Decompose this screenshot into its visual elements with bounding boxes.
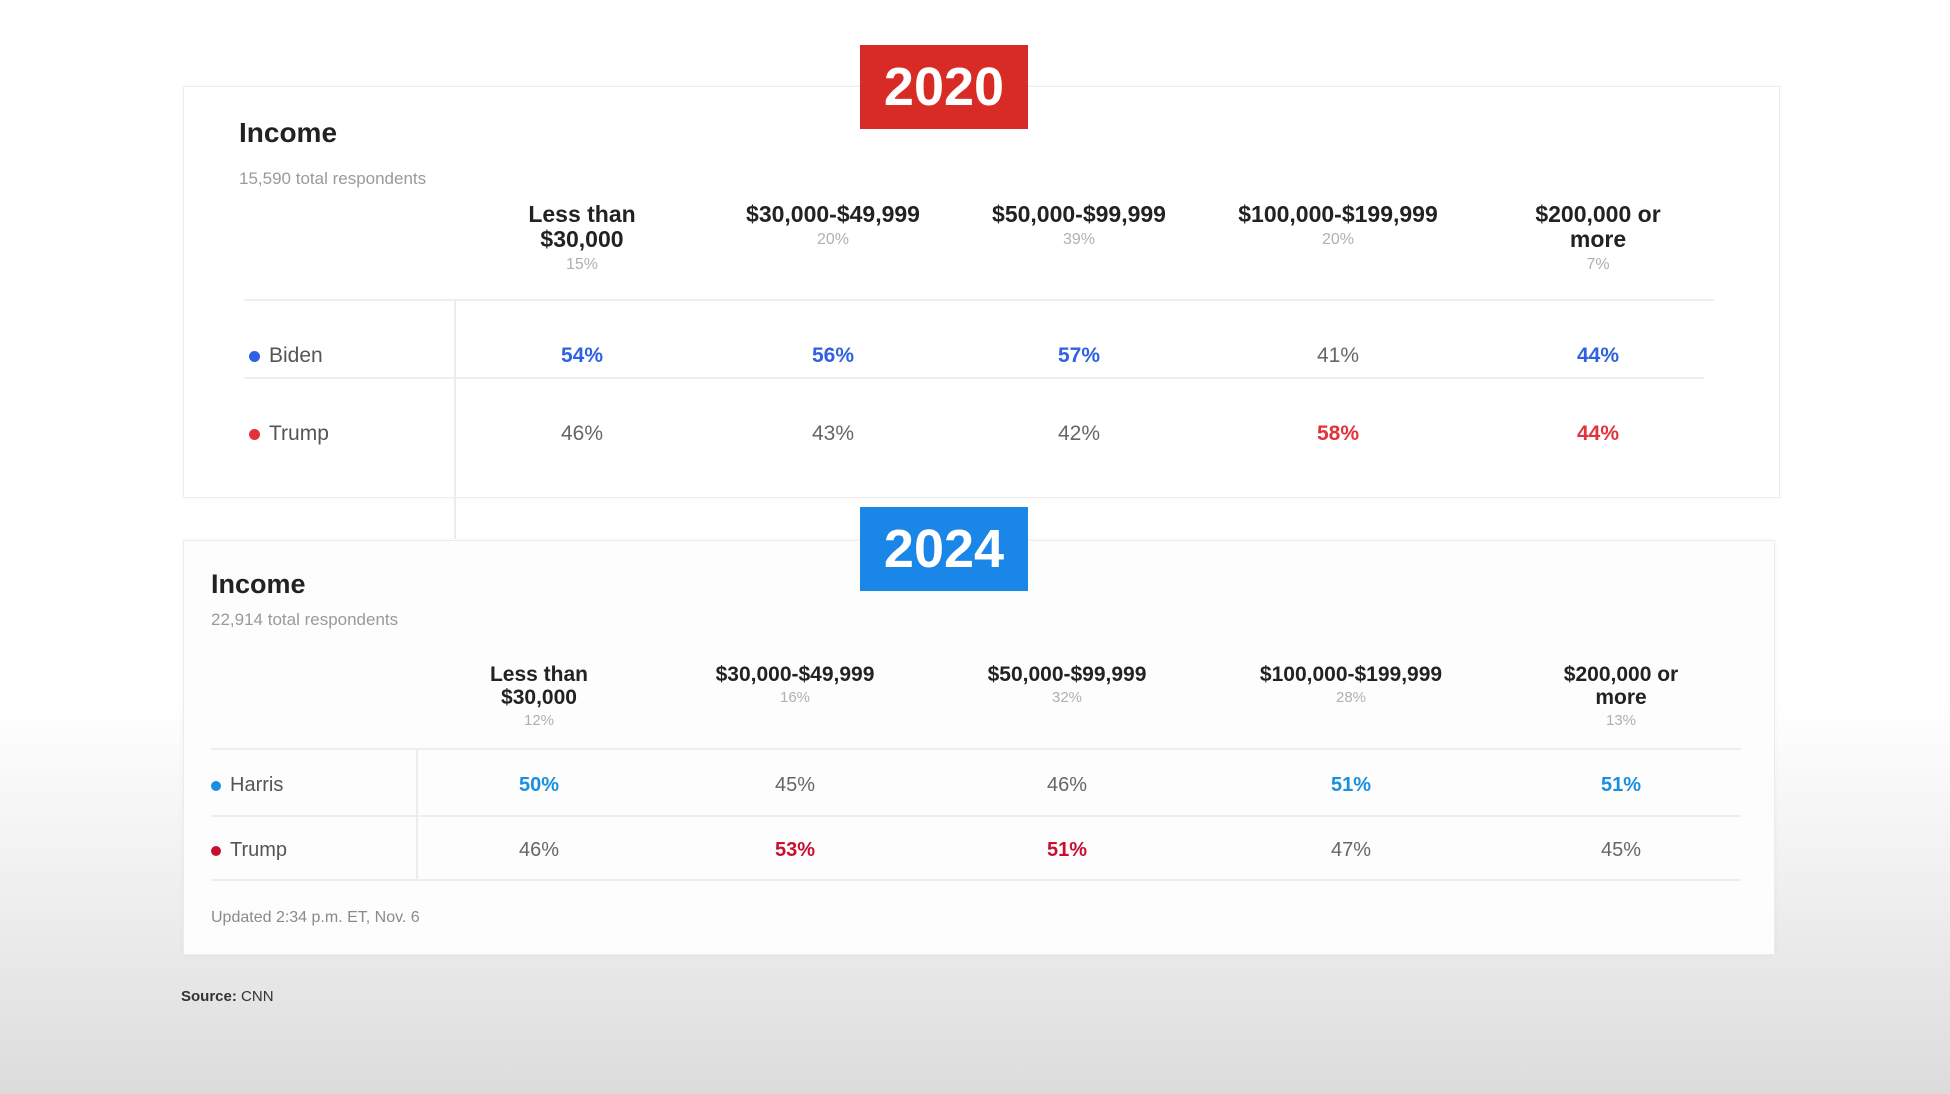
table-2020-column-header: $200,000 or more 7%	[1473, 202, 1723, 277]
vote-share-cell: 41%	[1316, 344, 1360, 368]
table-2020-column-header: $30,000-$49,999 20%	[708, 202, 958, 252]
income-bracket-label: Less than $30,000	[489, 663, 589, 709]
vote-share-cell: 44%	[1576, 344, 1620, 368]
year-badge-2020: 2020	[860, 45, 1028, 129]
vote-share-cell: 51%	[1046, 839, 1088, 861]
table-2024-row-divider	[211, 815, 1741, 817]
candidate-name: Trump	[230, 839, 288, 861]
table-2020-label-divider	[454, 299, 456, 539]
bracket-share: 39%	[1062, 231, 1096, 248]
income-bracket-label: $200,000 or more	[1563, 663, 1679, 709]
bracket-share: 13%	[1605, 712, 1637, 729]
candidate-dot-icon	[211, 780, 221, 791]
bracket-share: 7%	[1586, 256, 1610, 273]
vote-share-cell: 58%	[1316, 422, 1360, 446]
bracket-share: 28%	[1335, 689, 1367, 706]
source-label: Source:	[181, 988, 237, 1005]
table-2020-header-divider	[244, 299, 1714, 301]
candidate-dot-icon	[249, 351, 260, 363]
vote-share-cell: 47%	[1330, 839, 1372, 861]
source-value: CNN	[241, 988, 274, 1005]
income-bracket-label: $50,000-$99,999	[992, 201, 1166, 227]
table-2024-column-header: $100,000-$199,999 28%	[1226, 663, 1476, 710]
table-2020-respondents: 15,590 total respondents	[239, 169, 427, 188]
candidate-dot-icon	[249, 429, 260, 441]
vote-share-cell: 43%	[811, 422, 855, 446]
table-2024-updated-note: Updated 2:34 p.m. ET, Nov. 6	[211, 909, 420, 926]
candidate-name: Trump	[269, 422, 329, 446]
candidate-dot-icon	[211, 845, 221, 856]
table-2020-row-divider	[244, 377, 1704, 379]
vote-share-cell: 53%	[774, 839, 816, 861]
table-2024-header-divider	[211, 748, 1741, 750]
vote-share-cell: 57%	[1057, 344, 1101, 368]
income-bracket-label: $100,000-$199,999	[1259, 663, 1443, 686]
income-bracket-label: Less than $30,000	[528, 201, 636, 252]
table-2020-column-header: Less than $30,000 15%	[457, 202, 707, 277]
income-bracket-label: $100,000-$199,999	[1238, 201, 1438, 227]
table-2024-column-header: Less than $30,000 12%	[414, 663, 664, 733]
table-2020-column-header: $100,000-$199,999 20%	[1213, 202, 1463, 252]
candidate-name: Biden	[269, 344, 323, 368]
income-table-2020: Income 15,590 total respondents Less than …	[183, 86, 1780, 539]
income-table-2024: Income 22,914 total respondents Less than …	[183, 540, 1775, 955]
table-2024-column-header: $30,000-$49,999 16%	[670, 663, 920, 710]
bracket-share: 20%	[1321, 231, 1355, 248]
table-2024-column-header: $50,000-$99,999 32%	[942, 663, 1192, 710]
vote-share-cell: 45%	[774, 774, 816, 796]
vote-share-cell: 51%	[1330, 774, 1372, 796]
income-bracket-label: $30,000-$49,999	[715, 663, 875, 686]
bracket-share: 20%	[816, 231, 850, 248]
table-2020-title: Income	[239, 117, 338, 148]
vote-share-cell: 46%	[518, 839, 560, 861]
income-bracket-label: $30,000-$49,999	[746, 201, 920, 227]
bracket-share: 15%	[565, 256, 599, 273]
vote-share-cell: 42%	[1057, 422, 1101, 446]
year-badge-2024: 2024	[860, 507, 1028, 591]
table-2024-label-divider	[416, 749, 418, 879]
table-2024-respondents: 22,914 total respondents	[211, 610, 399, 629]
candidate-label-harris: Harris	[211, 774, 283, 797]
vote-share-cell: 46%	[1046, 774, 1088, 796]
vote-share-cell: 50%	[518, 774, 560, 796]
table-2024-bottom-divider	[211, 879, 1741, 881]
bracket-share: 32%	[1051, 689, 1083, 706]
table-2024-title: Income	[211, 569, 306, 599]
source-note: Source: CNN	[181, 988, 274, 1005]
candidate-name: Harris	[230, 774, 284, 796]
candidate-label-biden: Biden	[249, 344, 323, 368]
vote-share-cell: 56%	[811, 344, 855, 368]
income-bracket-label: $50,000-$99,999	[987, 663, 1147, 686]
bracket-share: 12%	[523, 712, 555, 729]
vote-share-cell: 54%	[560, 344, 604, 368]
income-bracket-label: $200,000 or more	[1535, 201, 1661, 252]
vote-share-cell: 46%	[560, 422, 604, 446]
bracket-share: 16%	[779, 689, 811, 706]
table-2020-column-header: $50,000-$99,999 39%	[954, 202, 1204, 252]
vote-share-cell: 51%	[1600, 774, 1642, 796]
table-2024-column-header: $200,000 or more 13%	[1496, 663, 1746, 733]
candidate-label-trump: Trump	[249, 422, 329, 446]
vote-share-cell: 45%	[1600, 839, 1642, 861]
vote-share-cell: 44%	[1576, 422, 1620, 446]
candidate-label-trump: Trump	[211, 839, 287, 862]
